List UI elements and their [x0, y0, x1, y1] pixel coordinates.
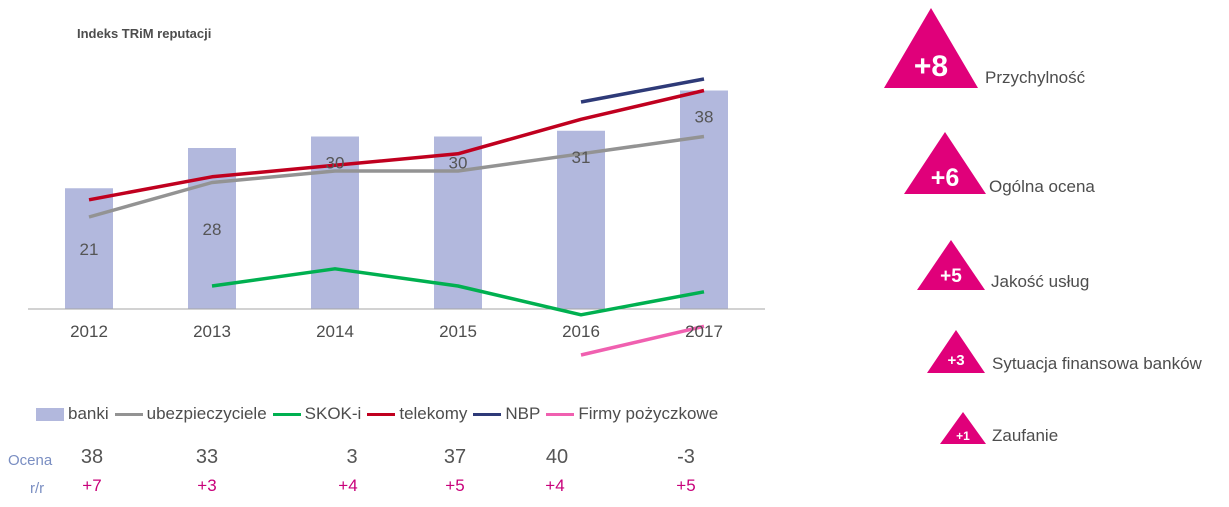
bar-banki: [557, 130, 605, 309]
bar-data-label: 28: [203, 220, 222, 239]
chart-title: Indeks TRiM reputacji: [77, 26, 212, 41]
triangle-up-icon: [884, 8, 978, 88]
x-tick-label: 2015: [439, 322, 477, 341]
metric-label: Przychylność: [985, 68, 1086, 87]
triangle-up-icon: [917, 240, 985, 290]
metric-change: +3: [947, 352, 965, 369]
bar-data-label: 31: [572, 148, 591, 167]
bar-banki: [680, 90, 728, 309]
ocena-row-label: Ocena: [8, 452, 53, 469]
rr-value: +4: [545, 476, 565, 495]
x-tick-label: 2016: [562, 322, 600, 341]
legend-item-firmy: Firmy pożyczkowe: [546, 404, 718, 424]
ocena-value: -3: [677, 446, 695, 468]
ocena-value: 38: [80, 446, 104, 468]
triangle-up-icon: [904, 132, 986, 194]
rr-value: +7: [82, 476, 102, 495]
legend-label-nbp: NBP: [505, 404, 541, 423]
bar-banki: [65, 188, 113, 309]
legend-label-ubezpieczyciele: ubezpieczyciele: [146, 404, 267, 423]
legend-item-nbp: NBP: [473, 404, 540, 424]
legend-label-telekomy: telekomy: [399, 404, 468, 423]
legend-swatch-banki: [36, 407, 64, 421]
triangle-up-icon: [927, 330, 985, 373]
chart-legend: banki ubezpieczyciele SKOK-i telekomy NB…: [36, 404, 724, 424]
ocena-value: 40: [545, 446, 569, 468]
triangle-up-icon: [940, 412, 986, 444]
legend-swatch-firmy: [546, 412, 575, 416]
rr-value: +3: [197, 476, 217, 495]
legend-label-banki: banki: [68, 404, 109, 423]
metric-label: Zaufanie: [992, 426, 1059, 445]
rr-value: +5: [676, 476, 696, 495]
metric-label: Jakość usług: [991, 272, 1090, 291]
bar-data-label: 38: [695, 108, 714, 127]
legend-swatch-telekomy: [367, 412, 396, 416]
legend-swatch-nbp: [473, 412, 502, 416]
metric-change: +6: [930, 164, 960, 192]
legend-swatch-ubezpieczyciele: [114, 412, 143, 416]
line-nbp: [580, 77, 705, 104]
ocena-value: 33: [195, 446, 219, 468]
x-tick-label: 2013: [193, 322, 231, 341]
metric-change: +1: [956, 429, 970, 443]
x-tick-label: 2012: [70, 322, 108, 341]
line-telekomy: [88, 88, 705, 202]
metric-label: Ogólna ocena: [989, 177, 1095, 196]
bar-data-label: 30: [449, 154, 468, 173]
rr-row-label: r/r: [30, 480, 45, 497]
rr-value: +4: [338, 476, 358, 495]
metric-change: +5: [940, 266, 962, 287]
legend-label-firmy: Firmy pożyczkowe: [578, 404, 719, 423]
x-tick-label: 2017: [685, 322, 723, 341]
bar-data-label: 30: [326, 154, 345, 173]
line-skok-i: [211, 267, 705, 317]
metric-label: Sytuacja finansowa banków: [992, 354, 1202, 373]
line-firmy-po-yczkowe: [580, 324, 705, 357]
bar-banki: [434, 136, 482, 309]
rr-value: +5: [445, 476, 465, 495]
legend-label-skok: SKOK-i: [304, 404, 362, 423]
legend-item-ubezpieczyciele: ubezpieczyciele: [114, 404, 267, 424]
legend-item-telekomy: telekomy: [367, 404, 467, 424]
x-tick-label: 2014: [316, 322, 354, 341]
ocena-value: 3: [346, 446, 358, 468]
chart-plot: 2012 2013 2014 2015 2016 2017 21 28 30 30 31 38: [28, 77, 765, 357]
legend-item-skok: SKOK-i: [272, 404, 362, 424]
legend-swatch-skok: [272, 412, 301, 416]
ocena-value: 37: [443, 446, 467, 468]
metric-change: +8: [913, 50, 949, 83]
line-ubezpieczyciele: [88, 134, 705, 219]
bar-data-label: 21: [80, 240, 99, 259]
legend-item-banki: banki: [36, 404, 109, 424]
